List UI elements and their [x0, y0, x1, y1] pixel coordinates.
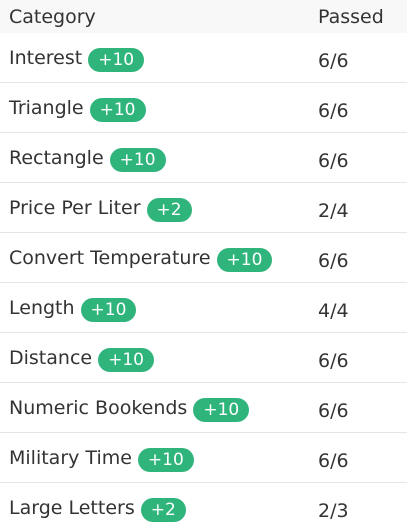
points-badge: +10 — [137, 447, 194, 472]
points-badge: +10 — [193, 397, 250, 422]
passed-cell: 6/6 — [318, 349, 349, 372]
category-cell: Interest +10 — [0, 44, 309, 72]
points-badge: +2 — [140, 497, 186, 522]
points-badge: +10 — [89, 97, 146, 122]
points-badge: +10 — [98, 347, 154, 372]
category-name: Interest — [9, 46, 83, 69]
passed-cell: 2/4 — [318, 199, 349, 222]
passed-cell: 6/6 — [318, 49, 349, 72]
category-name: Length — [9, 296, 75, 319]
category-name: Numeric Bookends — [9, 396, 188, 419]
passed-cell: 4/4 — [318, 299, 349, 322]
column-header-category[interactable]: Category — [9, 5, 96, 28]
points-badge: +10 — [216, 247, 273, 272]
points-badge: +10 — [109, 147, 166, 172]
category-cell: Convert Temperature +10 — [0, 244, 309, 272]
category-name: Rectangle — [9, 146, 104, 169]
category-cell: Numeric Bookends +10 — [0, 394, 309, 422]
table-row[interactable]: Rectangle +10 6/6 — [0, 133, 407, 183]
table-row[interactable]: Price Per Liter +2 2/4 — [0, 183, 407, 233]
table-row[interactable]: Distance +10 6/6 — [0, 333, 407, 383]
passed-cell: 2/3 — [318, 499, 349, 522]
column-header-passed[interactable]: Passed — [318, 5, 384, 28]
category-name: Large Letters — [9, 496, 135, 519]
points-badge: +10 — [80, 297, 137, 322]
points-badge: +2 — [146, 197, 192, 222]
table-row[interactable]: Military Time +10 6/6 — [0, 433, 407, 483]
table-row[interactable]: Triangle +10 6/6 — [0, 83, 407, 133]
category-cell: Rectangle +10 — [0, 144, 309, 172]
category-cell: Price Per Liter +2 — [0, 194, 309, 222]
category-cell: Length +10 — [0, 294, 309, 322]
table-header: Category Passed — [0, 0, 407, 33]
table-row[interactable]: Convert Temperature +10 6/6 — [0, 233, 407, 283]
category-name: Price Per Liter — [9, 196, 141, 219]
passed-cell: 6/6 — [318, 149, 349, 172]
passed-cell: 6/6 — [318, 449, 349, 472]
category-name: Distance — [9, 346, 93, 369]
table-row[interactable]: Length +10 4/4 — [0, 283, 407, 333]
table-row[interactable]: Numeric Bookends +10 6/6 — [0, 383, 407, 433]
category-name: Convert Temperature — [9, 246, 211, 269]
table-row[interactable]: Large Letters +2 2/3 — [0, 483, 407, 532]
category-name: Military Time — [9, 446, 132, 469]
passed-cell: 6/6 — [318, 399, 349, 422]
category-cell: Distance +10 — [0, 344, 309, 372]
table-body: Interest +10 6/6 Triangle +10 6/6 Rectangle +10… — [0, 33, 407, 532]
points-badge: +10 — [88, 47, 145, 72]
category-name: Triangle — [9, 96, 84, 119]
category-cell: Military Time +10 — [0, 444, 309, 472]
passed-cell: 6/6 — [318, 99, 349, 122]
passed-cell: 6/6 — [318, 249, 349, 272]
category-cell: Large Letters +2 — [0, 494, 309, 522]
table-row[interactable]: Interest +10 6/6 — [0, 33, 407, 83]
category-cell: Triangle +10 — [0, 94, 309, 122]
